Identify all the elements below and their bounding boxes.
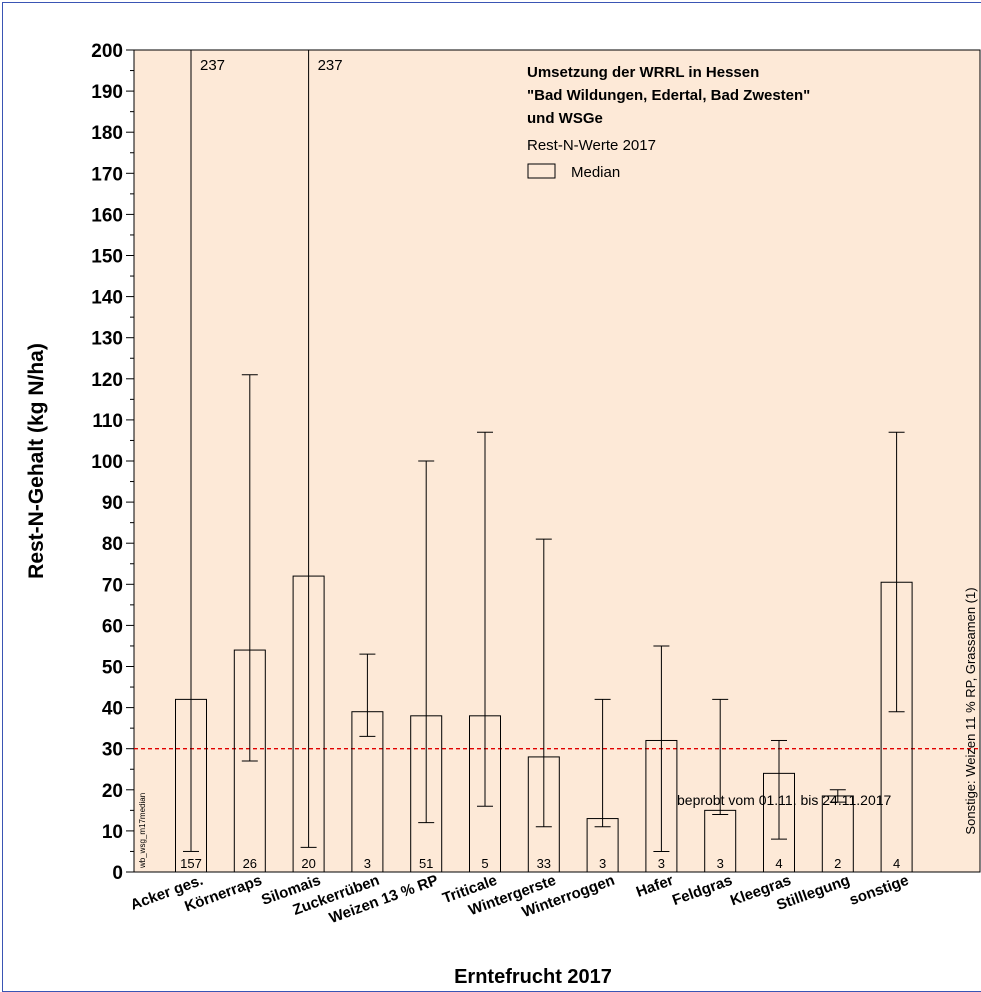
sample-count-label: 3 [364, 856, 371, 871]
x-tick-label: Feldgras [670, 872, 735, 909]
bar-group: 237 20 [292, 50, 343, 873]
y-tick-label: 110 [92, 411, 123, 432]
clipped-max-label: 237 [200, 57, 225, 74]
x-tick-label: Hafer [634, 872, 676, 901]
y-tick-label: 40 [102, 699, 123, 720]
bar-group: 3 [645, 645, 678, 873]
bar-group: 26 [233, 374, 266, 873]
legend-median-label: Median [571, 164, 620, 181]
bar-group: 5 [469, 431, 501, 873]
bar-group: 4 [880, 431, 913, 873]
bar-group: 2 [821, 789, 854, 873]
sample-count-label: 4 [893, 856, 900, 871]
sample-count-label: 3 [717, 856, 724, 871]
chart-subtitle: Rest-N-Werte 2017 [527, 137, 656, 154]
y-tick-label: 30 [102, 740, 123, 761]
bar-group: 51 [410, 460, 443, 873]
sample-count-label: 4 [775, 856, 782, 871]
y-tick-label: 80 [102, 534, 123, 555]
chart-title-line-3: und WSGe [527, 110, 603, 127]
sample-count-label: 5 [481, 856, 488, 871]
x-axis-label: Erntefrucht 2017 [454, 966, 612, 988]
sample-count-label: 20 [301, 856, 315, 871]
sample-count-label: 26 [243, 856, 257, 871]
legend-median-swatch [527, 163, 556, 179]
sample-count-label: 51 [419, 856, 433, 871]
bar-group: 237 157 [175, 50, 225, 873]
y-tick-label: 90 [102, 493, 123, 514]
bar-group: 33 [527, 538, 560, 873]
sample-count-label: 3 [658, 856, 665, 871]
y-tick-label: 60 [102, 616, 123, 637]
title-block: Umsetzung der WRRL in Hessen "Bad Wildun… [527, 64, 810, 181]
sampling-period-note: beprobt vom 01.11. bis 24.11.2017 [677, 792, 892, 808]
y-tick-label: 160 [91, 205, 123, 226]
y-tick-label: 170 [91, 164, 123, 185]
sample-count-label: 33 [537, 856, 551, 871]
bar-group: 4 [763, 739, 795, 873]
y-tick-label: 50 [102, 658, 123, 679]
y-tick-label: 20 [102, 781, 123, 802]
y-tick-label: 70 [102, 575, 123, 596]
y-tick-label: 100 [91, 452, 123, 473]
bar-group: 3 [586, 698, 619, 873]
y-tick-label: 140 [91, 288, 123, 309]
chart-title-line-1: Umsetzung der WRRL in Hessen [527, 64, 759, 81]
side-note: Sonstige: Weizen 11 % RP, Grassamen (1) [963, 587, 978, 834]
corner-note: wb_wsg_m17median [138, 793, 147, 869]
y-tick-label: 200 [91, 41, 123, 62]
y-tick-label: 150 [91, 247, 123, 268]
sample-count-label: 3 [599, 856, 606, 871]
y-tick-label: 190 [91, 82, 123, 103]
chart-title-line-2: "Bad Wildungen, Edertal, Bad Zwesten" [527, 87, 810, 104]
y-axis-label: Rest-N-Gehalt (kg N/ha) [25, 343, 48, 579]
sample-count-label: 157 [180, 856, 202, 871]
y-tick-label: 120 [91, 370, 123, 391]
y-tick-label: 180 [91, 123, 123, 144]
bar-group: 3 [704, 698, 737, 873]
y-tick-label: 0 [112, 863, 123, 884]
x-tick-label: sonstige [847, 872, 911, 909]
bar-group: 3 [351, 653, 384, 873]
sample-count-label: 2 [834, 856, 841, 871]
clipped-max-label: 237 [318, 57, 343, 74]
y-tick-label: 130 [91, 329, 123, 350]
y-tick-label: 10 [102, 822, 123, 843]
